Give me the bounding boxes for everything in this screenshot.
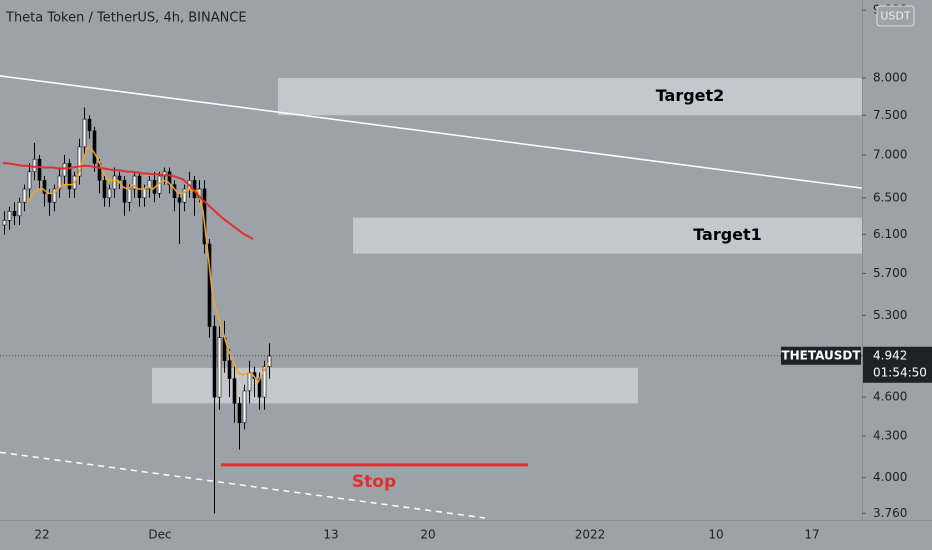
candle-body [142,188,147,199]
x-tick-label: 10 [708,528,723,542]
y-tick-label: 8.000 [873,71,907,85]
y-tick-label: 5.700 [873,266,907,280]
candle-body [77,146,82,177]
x-tick-label: 17 [804,528,819,542]
y-tick-label: 4.300 [873,428,907,442]
candle-body [87,118,92,132]
candle-body [7,210,12,221]
candle-body [107,188,112,199]
candle-body [182,188,187,203]
y-tick-label: 5.300 [873,308,907,322]
y-tick-label: 6.500 [873,190,907,204]
price-tag [863,346,932,383]
symbol-label: THETAUSDT [781,348,861,362]
candle-body [32,158,37,173]
y-tick-label: 3.760 [873,506,907,520]
candle-body [82,118,87,148]
x-tick-label: Dec [148,528,171,542]
candle-body [237,403,242,424]
chart-title: Theta Token / TetherUS, 4h, BINANCE [5,11,247,26]
candle-body [2,220,7,226]
x-tick-label: 22 [34,528,49,542]
candle-body [127,188,132,203]
y-tick-label: 7.000 [873,148,907,162]
y-tick-label: 4.000 [873,470,907,484]
price-zone [278,78,862,116]
candle-body [47,193,52,203]
candle-body [117,175,122,181]
y-tick-label: 6.100 [873,227,907,241]
candle-body [262,366,267,398]
indicator-line [27,145,269,384]
candle-body [212,326,217,398]
zone-label: Target2 [656,86,725,105]
candle-body [102,180,107,199]
countdown-label: 01:54:50 [873,365,927,379]
candle-body [122,180,127,203]
candle-body [267,355,272,367]
candle-body [232,378,237,404]
candle-body [57,175,62,190]
candle-body [92,130,97,164]
candle-body [227,360,232,379]
candle-body [242,390,247,424]
candle-body [132,175,137,190]
candle-body [42,180,47,194]
candle-body [27,171,32,190]
candle-body [67,163,72,190]
candle-body [52,188,57,203]
x-tick-label: 2022 [575,528,606,542]
stop-label: Stop [352,472,396,492]
candle-body [62,163,67,177]
last-price-label: 4.942 [873,348,907,362]
candle-body [112,175,117,190]
y-tick-label: 4.600 [873,390,907,404]
candle-body [217,337,222,398]
y-tick-label: 7.500 [873,108,907,122]
price-zone [353,217,862,254]
symbol-tag [781,346,861,365]
x-tick-label: 20 [420,528,435,542]
indicator-line [3,162,254,240]
currency-badge [876,5,915,27]
currency-label: USDT [880,10,911,23]
candle-body [177,197,182,203]
x-tick-label: 13 [323,528,338,542]
candle-body [22,188,27,203]
price-zone [152,367,638,404]
candle-body [137,175,142,199]
candle-body [12,210,17,217]
trendline [0,75,863,189]
candle-body [37,158,42,181]
candle-body [247,372,252,392]
zone-label: Target1 [693,225,762,244]
candle-body [17,201,22,217]
trendline [0,451,486,519]
candle-body [147,180,152,190]
